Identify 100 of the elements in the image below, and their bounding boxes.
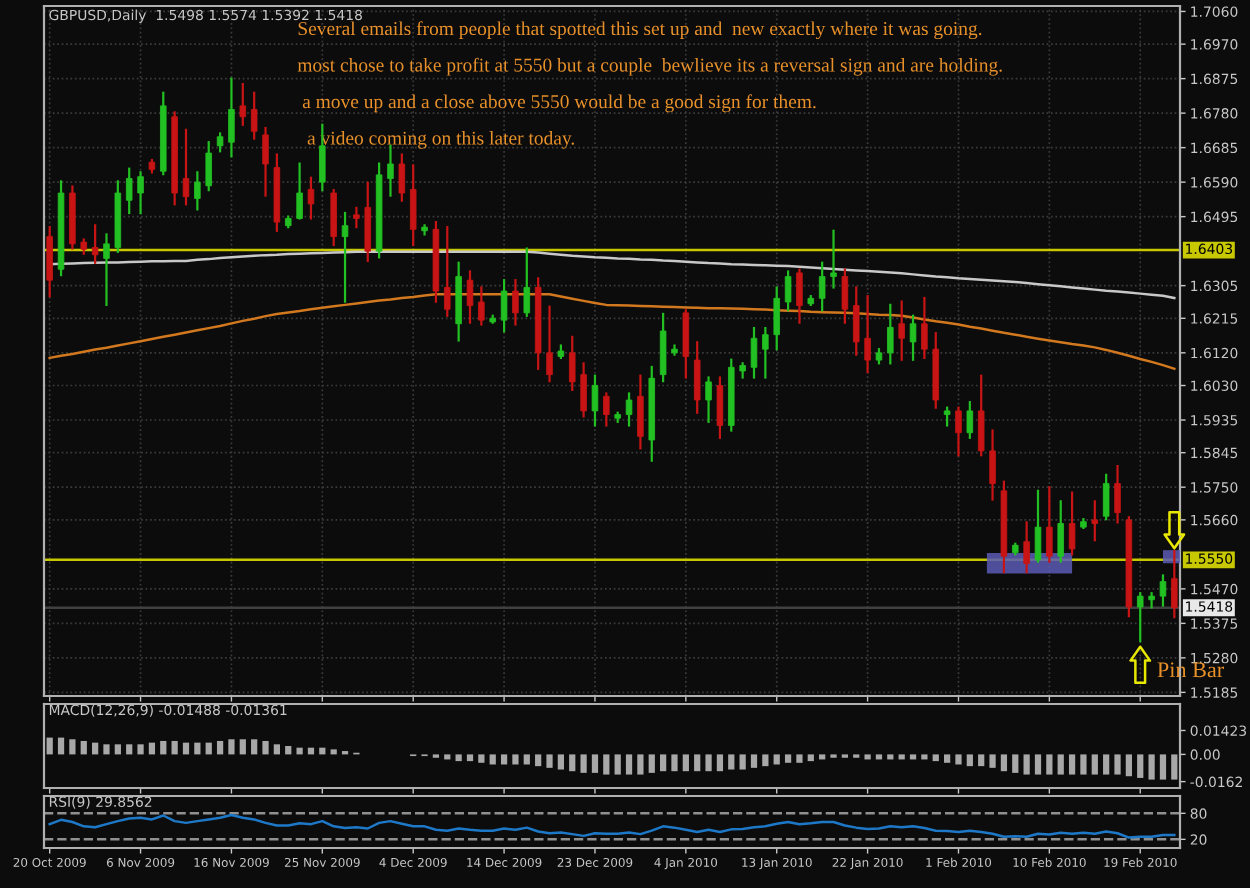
candlestick xyxy=(659,312,667,383)
candlestick xyxy=(137,171,144,215)
bar xyxy=(489,754,496,765)
candlestick xyxy=(852,286,860,356)
bar xyxy=(944,754,951,763)
candlestick xyxy=(330,189,337,247)
bar xyxy=(773,754,780,765)
candlestick xyxy=(841,268,849,324)
candlestick xyxy=(364,181,372,263)
candlestick xyxy=(91,224,99,264)
bar xyxy=(887,754,894,760)
bar xyxy=(80,740,87,755)
bar xyxy=(1091,754,1098,775)
bar xyxy=(1057,754,1064,775)
candlestick xyxy=(46,226,53,298)
candlestick xyxy=(239,82,247,126)
candlestick xyxy=(455,261,462,342)
bar xyxy=(523,754,530,765)
bar xyxy=(569,754,576,772)
candlestick xyxy=(478,286,485,326)
bar xyxy=(1080,754,1087,775)
bar xyxy=(819,754,826,760)
bar xyxy=(875,754,883,760)
candlestick xyxy=(568,335,576,391)
bar xyxy=(728,754,735,770)
candlestick xyxy=(1023,521,1030,574)
bar xyxy=(535,754,542,767)
bar xyxy=(705,754,712,772)
candlestick xyxy=(830,229,837,289)
bar xyxy=(1159,754,1167,780)
bar xyxy=(148,742,156,755)
annotation: Several emails from people that spotted this set up and new exactly where it was going. xyxy=(298,21,982,40)
candlestick xyxy=(1114,465,1121,524)
candlestick xyxy=(444,226,451,317)
candlestick xyxy=(716,376,724,439)
annotation: a move up and a close above 5550 would be a good sign for them. xyxy=(302,94,816,113)
bar xyxy=(807,754,814,762)
candlestick xyxy=(466,270,474,324)
candlestick xyxy=(398,153,406,202)
bar xyxy=(1114,754,1121,775)
candlestick xyxy=(1068,491,1076,556)
candlestick xyxy=(1159,574,1167,607)
candlestick xyxy=(1034,489,1042,563)
candlestick xyxy=(103,233,110,306)
candlestick xyxy=(705,376,712,423)
bar xyxy=(228,739,235,755)
candlestick xyxy=(898,300,905,361)
candlestick xyxy=(671,344,678,356)
annotation: most chose to take profit at 5550 but a couple bewlieve its a reversal sign and are holding. xyxy=(297,57,1002,76)
bar xyxy=(160,740,167,755)
candlestick xyxy=(1171,549,1178,619)
candlestick xyxy=(228,77,235,158)
bar xyxy=(251,739,258,755)
bar xyxy=(864,754,871,760)
bar xyxy=(92,742,99,755)
bar xyxy=(660,754,667,772)
bar xyxy=(1148,754,1155,780)
candlestick xyxy=(1136,592,1144,643)
bar xyxy=(171,740,178,755)
bar xyxy=(1000,754,1008,772)
bar xyxy=(648,754,655,773)
bar xyxy=(205,742,212,755)
bar xyxy=(909,754,917,760)
line-series xyxy=(48,813,1176,839)
bar xyxy=(330,749,337,755)
bar xyxy=(978,754,985,767)
candlestick xyxy=(977,374,985,457)
bar xyxy=(671,754,678,772)
bar xyxy=(716,754,724,772)
candlestick xyxy=(353,206,360,229)
bar xyxy=(296,747,303,755)
bar xyxy=(1012,754,1019,773)
candlestick xyxy=(194,171,201,211)
candlestick xyxy=(603,392,610,427)
bar xyxy=(137,744,144,755)
bar xyxy=(1034,754,1042,775)
bar xyxy=(273,744,280,755)
bar xyxy=(194,742,201,755)
bar xyxy=(1068,754,1076,775)
bar xyxy=(444,754,451,760)
bar xyxy=(546,754,553,768)
bar xyxy=(1103,754,1110,775)
bar xyxy=(285,746,292,755)
bar xyxy=(762,754,769,767)
bar xyxy=(625,754,633,775)
candlestick xyxy=(500,279,508,333)
candlestick xyxy=(205,141,212,192)
candlestick xyxy=(796,268,803,324)
bar xyxy=(500,754,508,765)
candlestick xyxy=(1091,500,1099,542)
candlestick xyxy=(341,211,349,303)
candlestick xyxy=(580,362,587,418)
candlestick xyxy=(125,167,133,215)
bar xyxy=(694,754,701,772)
candlestick xyxy=(693,341,701,414)
candlestick xyxy=(1057,500,1064,563)
bar xyxy=(1046,754,1053,775)
bar xyxy=(182,742,190,755)
bar xyxy=(739,754,746,770)
bar xyxy=(57,737,65,755)
